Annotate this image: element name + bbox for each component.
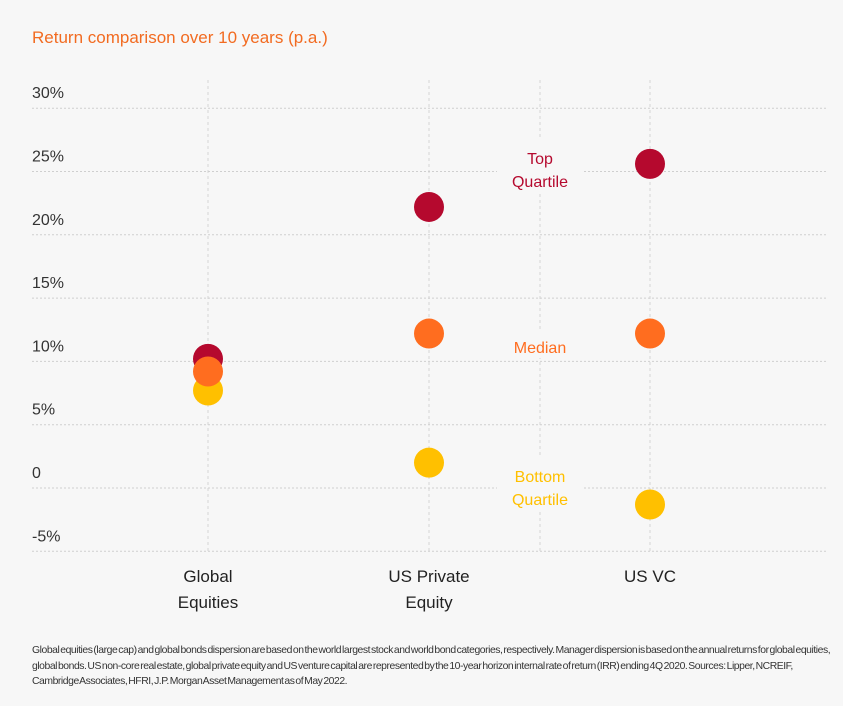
- data-point: [635, 318, 665, 349]
- legend-label-bg: [497, 140, 583, 192]
- y-tick-label: -5%: [32, 528, 60, 545]
- data-point: [635, 489, 665, 520]
- y-tick-label: 15%: [32, 275, 64, 292]
- data-point: [414, 447, 444, 478]
- y-tick-label: 20%: [32, 212, 64, 229]
- legend-label-bg: [497, 458, 583, 510]
- x-tick-label: Global Equities: [178, 567, 238, 612]
- x-tick-label: US VC: [624, 567, 676, 586]
- legend-label: Bottom Quartile: [512, 469, 568, 509]
- legend-label: Top Quartile: [512, 151, 568, 191]
- footnote: Global equities (large cap) and global b…: [32, 645, 831, 687]
- legend-label: Median: [514, 340, 566, 357]
- y-tick-label: 30%: [32, 85, 64, 102]
- y-tick-label: 0: [32, 465, 41, 482]
- data-point: [635, 148, 665, 179]
- data-point: [414, 191, 444, 222]
- data-point: [414, 318, 444, 349]
- y-tick-label: 10%: [32, 338, 64, 355]
- chart-title: Return comparison over 10 years (p.a.): [32, 28, 328, 47]
- scatter-chart: -5% 0 5% 10% 15% 20% 25% 30% Global Equities US Pr…: [32, 80, 826, 612]
- x-tick-label: US Private Equity: [388, 567, 469, 612]
- y-tick-label: 5%: [32, 402, 55, 419]
- y-tick-label: 25%: [32, 149, 64, 166]
- data-point: [193, 356, 223, 387]
- legend-label-bg: [497, 329, 583, 358]
